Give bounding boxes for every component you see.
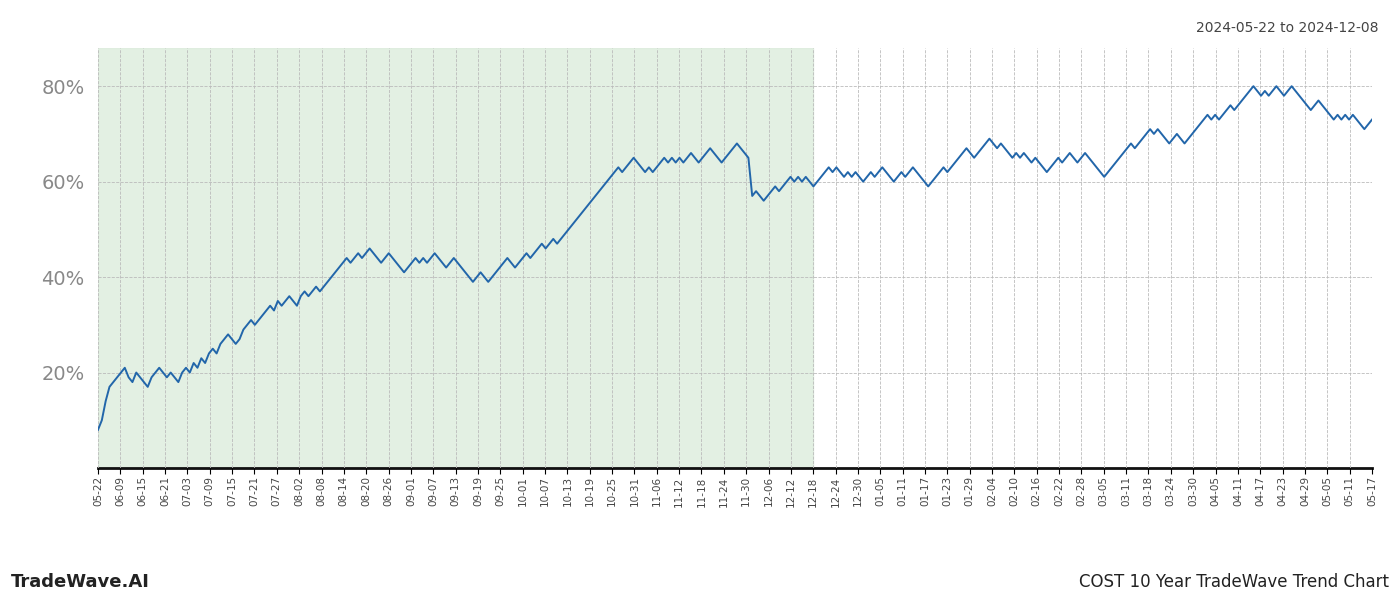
Text: 2024-05-22 to 2024-12-08: 2024-05-22 to 2024-12-08 (1197, 21, 1379, 35)
Text: TradeWave.AI: TradeWave.AI (11, 573, 150, 591)
Bar (98, 48, 813, 468)
Text: COST 10 Year TradeWave Trend Chart: COST 10 Year TradeWave Trend Chart (1079, 573, 1389, 591)
